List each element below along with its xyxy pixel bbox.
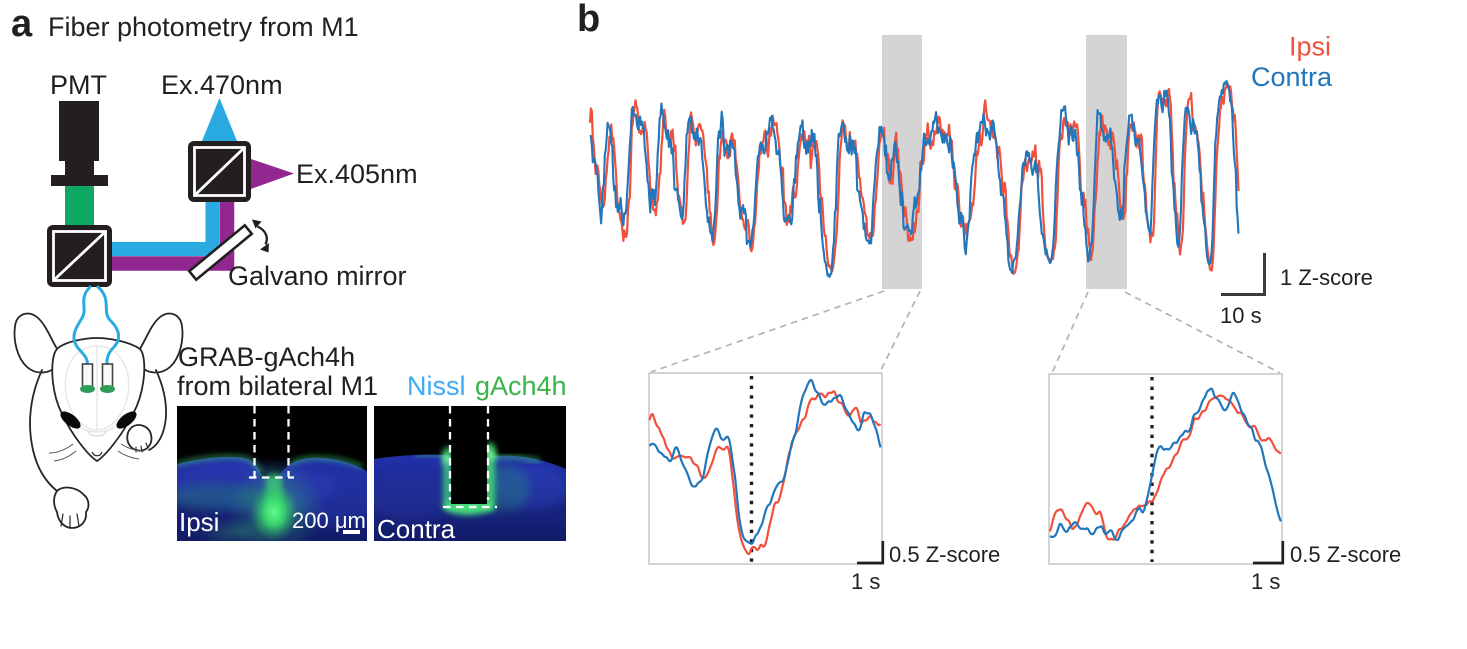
svg-text:Ex.470nm: Ex.470nm	[161, 70, 283, 100]
svg-text:Fiber photometry from M1: Fiber photometry from M1	[48, 12, 359, 42]
svg-text:10 s: 10 s	[1220, 303, 1262, 328]
svg-text:b: b	[577, 0, 600, 40]
svg-text:1 s: 1 s	[851, 569, 880, 594]
svg-text:Ipsi: Ipsi	[179, 507, 219, 537]
svg-text:a: a	[11, 3, 33, 45]
svg-text:0.5 Z-score: 0.5 Z-score	[1290, 542, 1401, 567]
svg-text:0.5 Z-score: 0.5 Z-score	[889, 542, 1000, 567]
svg-text:Ex.405nm: Ex.405nm	[296, 159, 418, 189]
svg-text:Contra: Contra	[1251, 62, 1333, 92]
svg-text:1 Z-score: 1 Z-score	[1280, 265, 1373, 290]
svg-text:Ipsi: Ipsi	[1289, 32, 1331, 62]
svg-text:1 s: 1 s	[1251, 569, 1280, 594]
svg-text:GRAB-gAch4h: GRAB-gAch4h	[178, 342, 355, 372]
svg-text:PMT: PMT	[50, 70, 107, 100]
svg-text:Nissl: Nissl	[407, 371, 466, 401]
svg-text:Contra: Contra	[377, 514, 456, 544]
svg-text:Galvano mirror: Galvano mirror	[228, 261, 407, 291]
svg-text:from bilateral M1: from bilateral M1	[177, 371, 378, 401]
svg-text:200 μm: 200 μm	[292, 508, 366, 533]
svg-text:gAch4h: gAch4h	[475, 371, 567, 401]
